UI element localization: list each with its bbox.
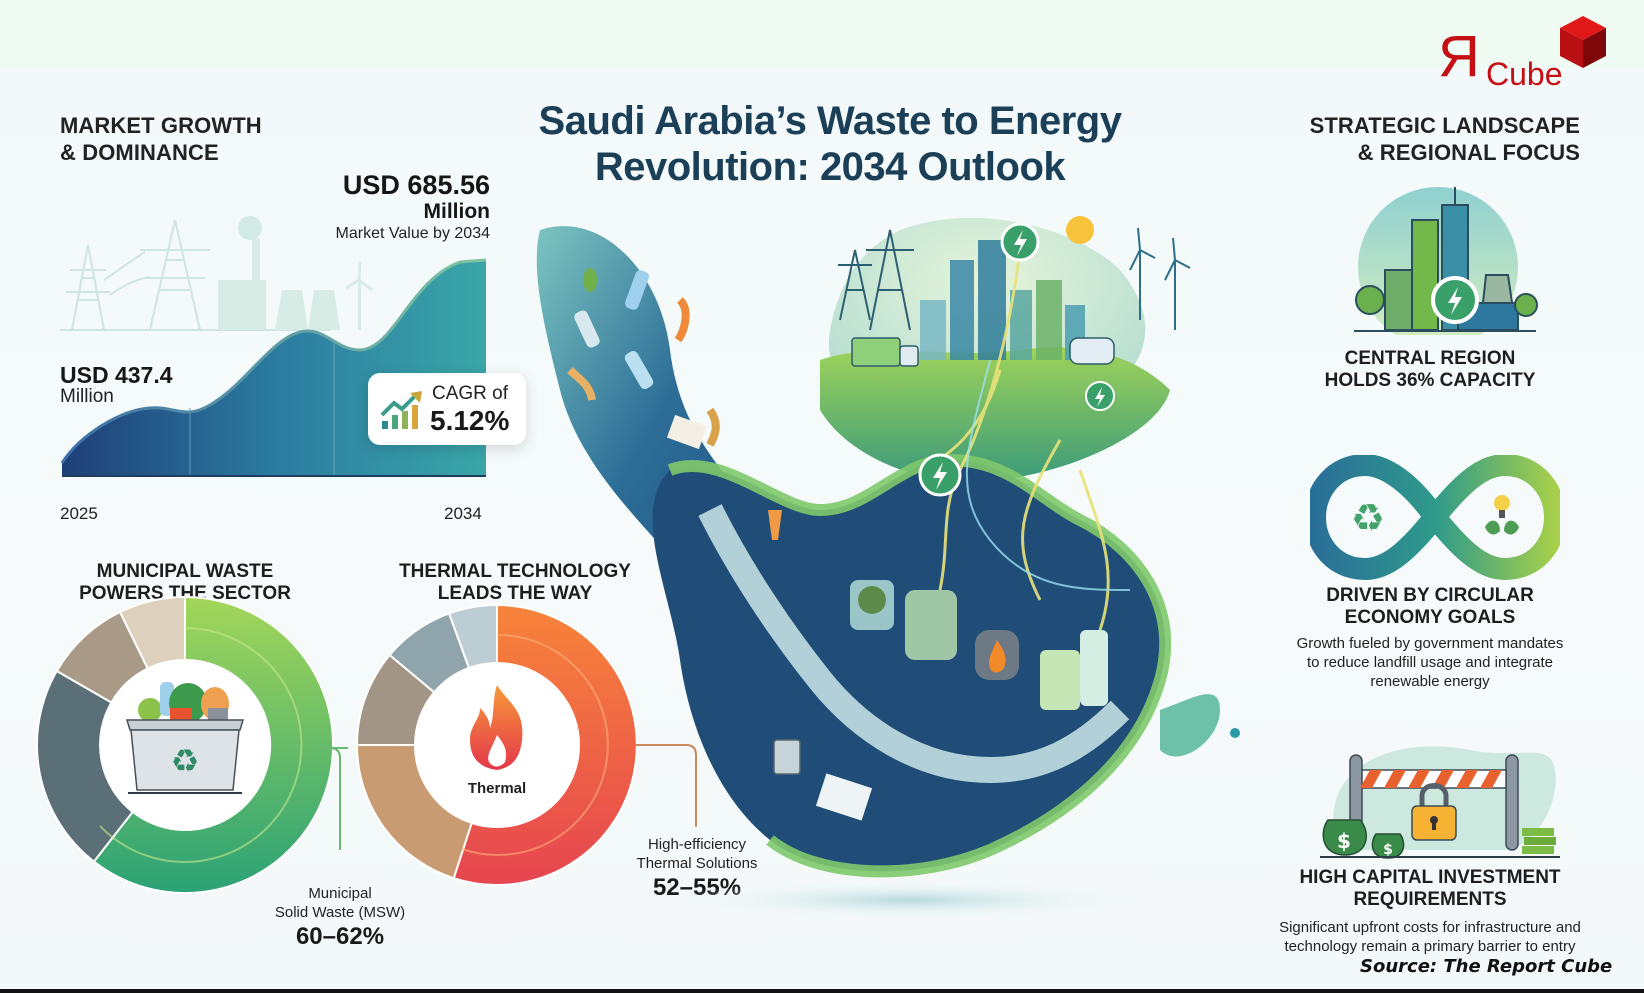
papers-icon [815,773,873,821]
sun-icon [238,216,262,240]
item-title-line: HOLDS 36% CAPACITY [1324,370,1536,391]
truck-icon [851,337,901,367]
x-axis-end-label: 2034 [444,504,482,523]
recycling-bin-icon: ♻ [125,682,245,794]
msw-callout-line [318,747,341,850]
start-value-block: USD 437.4 Million [60,363,173,407]
x-axis-start-label: 2025 [60,504,98,523]
thermal-donut-chart [355,603,638,886]
factory-illustration [218,238,373,330]
svg-text:$: $ [1337,829,1351,853]
section-title-line: & DOMINANCE [60,140,219,165]
circular-economy-title: DRIVEN BY CIRCULAR ECONOMY GOALS [1280,585,1580,629]
svg-text:$: $ [1383,842,1393,858]
desc-line: technology remain a primary barrier to e… [1284,938,1576,954]
cagr-badge: CAGR of 5.12% [368,373,526,445]
energy-flows [919,249,1110,631]
strategic-section-title: STRATEGIC LANDSCAPE & REGIONAL FOCUS [1280,112,1580,166]
start-value: USD 437.4 [60,362,173,388]
thermal-center-label: Thermal [467,780,527,797]
cube-icon [1560,16,1606,68]
market-section-title: MARKET GROWTH & DOMINANCE [60,112,262,166]
section-title-line: STRATEGIC LANDSCAPE [1309,113,1580,138]
desc-line: to reduce landfill usage and integrate [1306,654,1553,671]
title-line-2: Revolution: 2034 Outlook [594,145,1066,189]
lightning-badge-icon [918,453,962,497]
callout-line: Municipal [308,885,372,902]
lightbulb-icon [1494,495,1510,511]
section-title-line: MUNICIPAL WASTE [96,561,274,582]
lightning-badge-icon [1000,222,1040,262]
municipal-section-title: MUNICIPAL WASTE POWERS THE SECTOR [40,561,330,605]
callout-pct: 60–62% [295,923,385,950]
green-city-hill [820,347,1170,482]
desc-line: Significant upfront costs for infrastruc… [1279,919,1581,936]
section-title-line: LEADS THE WAY [437,583,593,604]
desc-line: Growth fueled by government mandates [1296,635,1564,652]
growth-chart-icon [380,391,422,429]
thermal-segment [452,603,638,886]
wind-turbines [1129,227,1191,330]
cagr-value: 5.12% [430,405,510,436]
thermal-callout: High-efficiency Thermal Solutions 52–55% [627,835,767,903]
source-credit: Source: The Report Cube [1360,956,1613,977]
item-title-line: HIGH CAPITAL INVESTMENT [1299,867,1561,888]
pylons [838,229,914,331]
central-region-title: CENTRAL REGION HOLDS 36% CAPACITY [1280,348,1580,392]
municipal-donut-chart: ♻ [36,595,348,894]
waste-to-energy-illustration [536,216,1240,920]
end-caption: Market Value by 2034 [335,225,490,242]
city-energy-icon [1354,187,1538,335]
section-title-line: POWERS THE SECTOR [79,583,291,604]
msw-callout: Municipal Solid Waste (MSW) 60–62% [270,884,410,952]
item-title-line: DRIVEN BY CIRCULAR [1326,585,1534,606]
bottom-border [0,989,1644,993]
van-icon [1069,337,1115,365]
area-line [60,258,487,464]
item-title-line: ECONOMY GOALS [1344,607,1516,628]
callout-line: Thermal Solutions [636,855,758,872]
recycle-icon: ♻ [1351,496,1385,540]
callout-line: Solid Waste (MSW) [274,904,406,921]
end-value: USD 685.56 [342,170,490,200]
trash-can-icon [773,739,801,775]
flame-icon [470,685,523,770]
segment-2 [36,669,135,864]
callout-line: High-efficiency [647,836,747,853]
thermal-callout-line [636,744,697,827]
logo-mark: R [1438,24,1480,89]
capital-investment-description: Significant upfront costs for infrastruc… [1260,918,1600,954]
waste-items [567,268,782,540]
barrier-lock-icon: $ $ [1320,746,1560,859]
msw-segment [92,595,335,894]
section-title-line: THERMAL TECHNOLOGY [399,561,631,582]
thermal-section-title: THERMAL TECHNOLOGY LEADS THE WAY [380,561,650,605]
section-title-line: MARKET GROWTH [60,113,262,138]
report-cube-logo: R Cube [1438,14,1608,90]
logo-text: Cube [1486,56,1563,92]
city-buildings [920,240,1085,360]
lightning-badge-icon [1085,381,1115,411]
start-unit: Million [60,386,114,407]
title-line-1: Saudi Arabia’s Waste to Energy [538,99,1122,143]
section-title-line: & REGIONAL FOCUS [1357,140,1580,165]
desc-line: renewable energy [1370,673,1490,690]
cagr-label: CAGR of [432,383,509,404]
infinity-recycle-icon: ♻ [1310,455,1560,580]
circular-economy-description: Growth fueled by government mandates to … [1270,634,1590,691]
end-unit: Million [423,200,491,223]
page-title: Saudi Arabia’s Waste to Energy Revolutio… [470,98,1190,190]
item-title-line: REQUIREMENTS [1353,889,1507,910]
capital-investment-title: HIGH CAPITAL INVESTMENT REQUIREMENTS [1270,867,1590,911]
svg-text:♻: ♻ [171,742,200,780]
end-value-block: USD 685.56 Million Market Value by 2034 [300,170,490,244]
item-title-line: CENTRAL REGION [1344,348,1516,369]
money-bag-icon [1322,819,1367,856]
sun-icon [1066,216,1094,244]
processing-units [850,580,1108,710]
